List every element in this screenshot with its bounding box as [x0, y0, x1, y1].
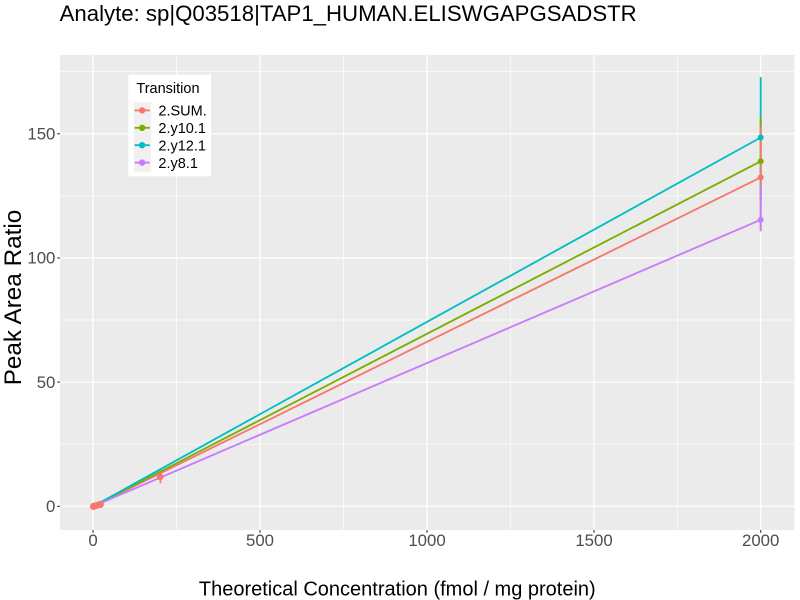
svg-text:Peak Area Ratio: Peak Area Ratio [0, 210, 27, 386]
svg-text:1000: 1000 [408, 531, 445, 550]
svg-text:100: 100 [27, 249, 55, 268]
svg-text:2.SUM.: 2.SUM. [158, 104, 206, 120]
svg-text:Theoretical Concentration (fmo: Theoretical Concentration (fmol / mg pro… [199, 579, 596, 600]
svg-text:Transition: Transition [136, 81, 199, 97]
svg-text:50: 50 [37, 373, 56, 392]
svg-text:0: 0 [88, 531, 97, 550]
svg-text:2.y10.1: 2.y10.1 [158, 121, 206, 137]
svg-text:Analyte: sp|Q03518|TAP1_HUMAN.: Analyte: sp|Q03518|TAP1_HUMAN.ELISWGAPGS… [60, 1, 637, 26]
svg-text:150: 150 [27, 125, 55, 144]
svg-text:500: 500 [246, 531, 274, 550]
svg-text:1500: 1500 [575, 531, 612, 550]
svg-text:0: 0 [46, 497, 55, 516]
svg-text:2.y12.1: 2.y12.1 [158, 139, 206, 155]
svg-text:2000: 2000 [742, 531, 779, 550]
svg-text:2.y8.1: 2.y8.1 [158, 156, 198, 172]
